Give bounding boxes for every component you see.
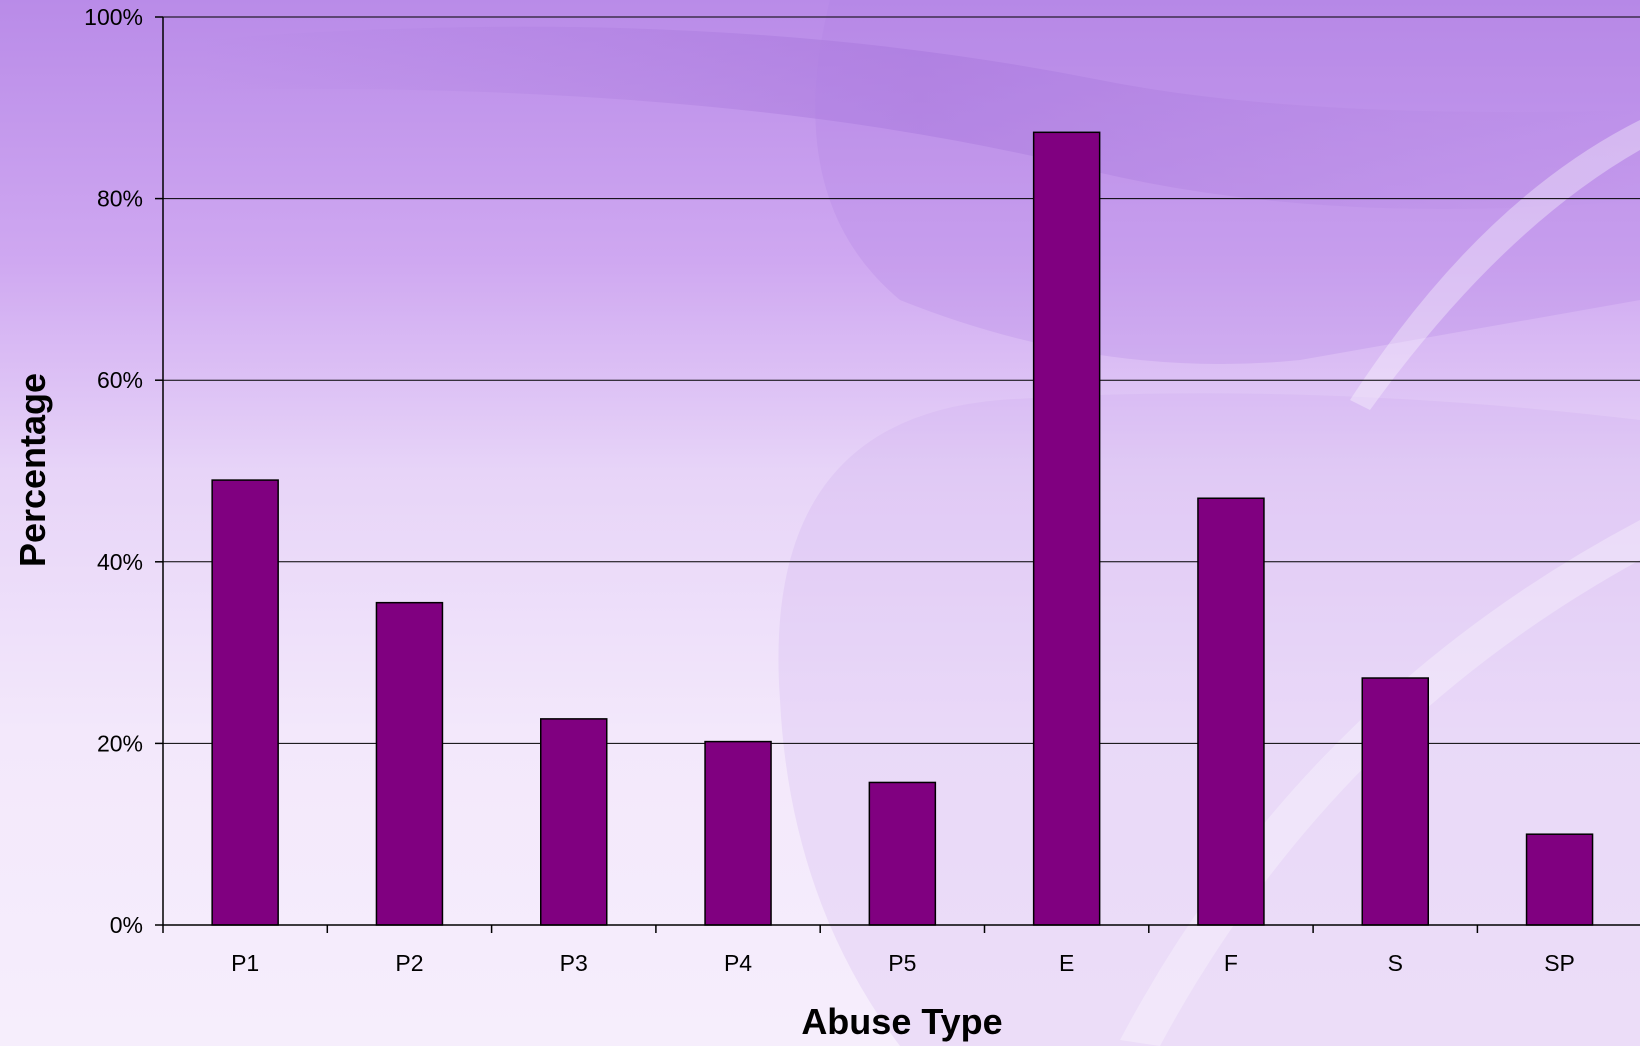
x-tick-label-SP: SP xyxy=(1544,950,1575,976)
y-tick-label: 60% xyxy=(97,367,143,393)
x-tick-labels: P1 P2 P3 P4 P5 E F S SP xyxy=(231,950,1575,976)
bar-P3 xyxy=(540,718,608,926)
x-tick-label-P4: P4 xyxy=(724,950,752,976)
axes xyxy=(155,16,1640,933)
x-tick-label-P3: P3 xyxy=(560,950,588,976)
x-tick-label-S: S xyxy=(1388,950,1403,976)
bars-group xyxy=(211,131,1594,926)
bar-P5 xyxy=(868,781,937,926)
y-tick-label: 20% xyxy=(97,730,143,756)
bar-SP xyxy=(1525,833,1594,926)
x-tick-label-F: F xyxy=(1224,950,1238,976)
bar-F xyxy=(1197,497,1265,926)
bar-P1 xyxy=(211,479,279,926)
y-axis-title: Percentage xyxy=(12,373,53,567)
y-tick-label: 80% xyxy=(97,186,143,212)
x-tick-label-P5: P5 xyxy=(888,950,916,976)
y-tick-label: 0% xyxy=(110,912,143,938)
x-tick-label-P2: P2 xyxy=(395,950,423,976)
bar-P4 xyxy=(704,740,772,926)
bar-E xyxy=(1032,131,1101,926)
x-tick-label-E: E xyxy=(1059,950,1074,976)
bar-P2 xyxy=(375,601,444,926)
x-tick-label-P1: P1 xyxy=(231,950,259,976)
bar-S xyxy=(1361,677,1429,926)
x-axis-title: Abuse Type xyxy=(801,1001,1002,1042)
y-tick-label: 40% xyxy=(97,549,143,575)
y-tick-labels: 0% 20% 40% 60% 80% 100% xyxy=(84,4,143,938)
y-tick-label: 100% xyxy=(84,4,143,30)
